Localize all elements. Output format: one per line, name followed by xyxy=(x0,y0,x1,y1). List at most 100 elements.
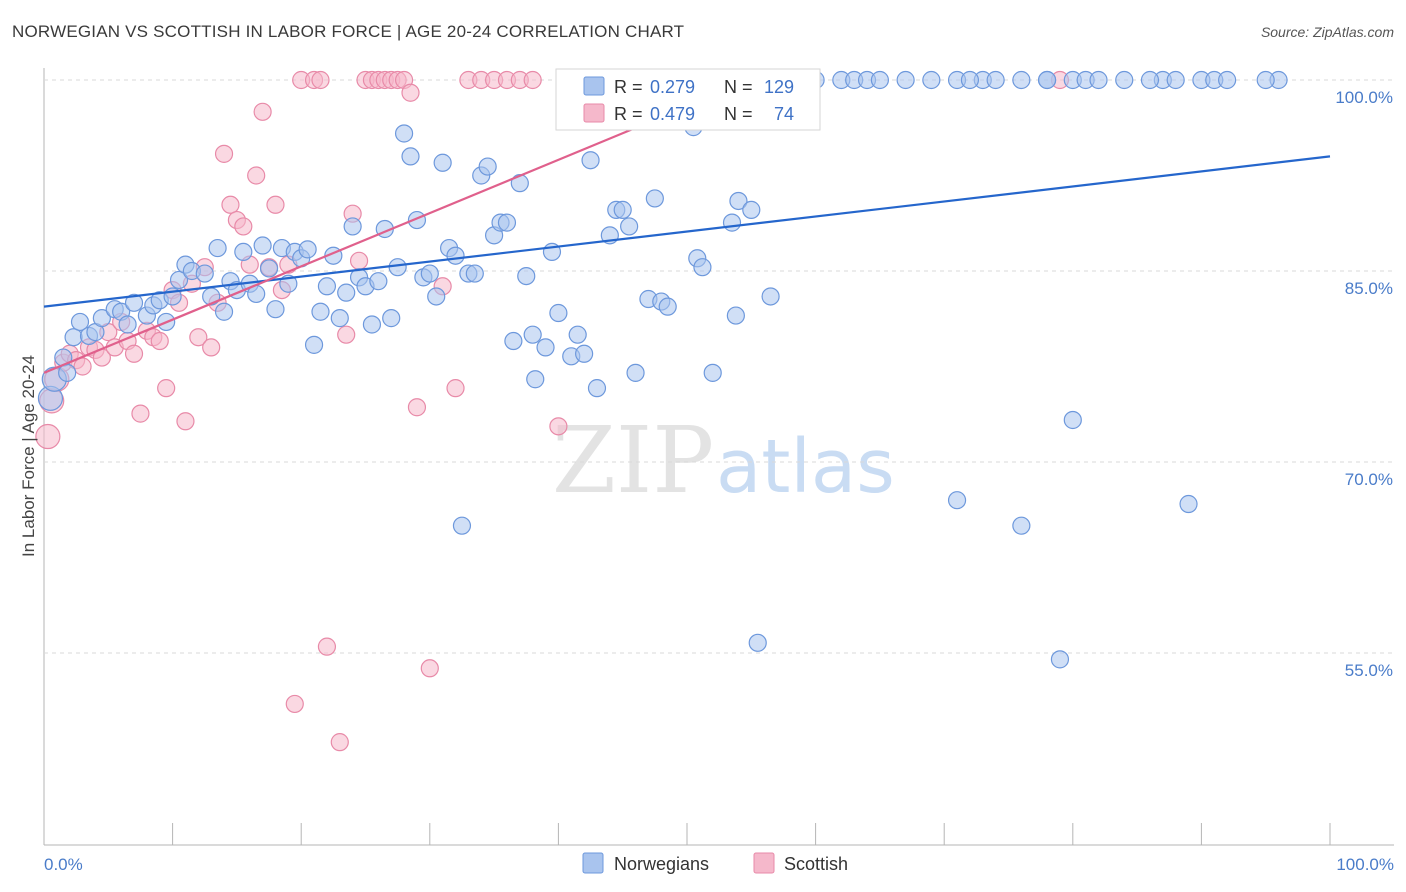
norwegians-point[interactable] xyxy=(401,147,420,166)
scottish-point[interactable] xyxy=(330,733,349,752)
norwegians-point[interactable] xyxy=(645,189,664,208)
norwegians-point[interactable] xyxy=(620,217,639,236)
scottish-point[interactable] xyxy=(124,344,144,363)
norwegians-point[interactable] xyxy=(465,264,484,283)
norwegians-point[interactable] xyxy=(497,213,517,232)
norwegians-point[interactable] xyxy=(549,303,568,323)
norwegians-point[interactable] xyxy=(234,242,253,261)
norwegians-point[interactable] xyxy=(587,379,607,398)
scottish-point[interactable] xyxy=(73,357,92,376)
norwegians-point[interactable] xyxy=(703,363,722,382)
norwegians-point[interactable] xyxy=(523,325,542,344)
norwegians-point[interactable] xyxy=(896,70,915,90)
norwegians-point[interactable] xyxy=(947,491,967,510)
norwegians-point[interactable] xyxy=(362,315,382,334)
norwegians-point[interactable] xyxy=(369,272,388,291)
norwegians-point[interactable] xyxy=(311,302,330,321)
norwegians-point[interactable] xyxy=(1218,70,1237,90)
norwegians-point[interactable] xyxy=(64,328,83,347)
norwegians-point[interactable] xyxy=(761,287,780,306)
norwegians-point[interactable] xyxy=(1050,650,1070,669)
norwegians-point[interactable] xyxy=(343,217,362,236)
norwegians-point[interactable] xyxy=(960,70,980,90)
norwegians-point[interactable] xyxy=(70,312,90,332)
scottish-point[interactable] xyxy=(221,195,240,214)
scottish-point[interactable] xyxy=(214,144,234,163)
scottish-point[interactable] xyxy=(247,166,266,185)
scottish-point[interactable] xyxy=(549,417,568,436)
norwegians-point[interactable] xyxy=(195,264,214,283)
bottom-legend-label-scottish[interactable]: Scottish xyxy=(784,854,848,874)
norwegians-point[interactable] xyxy=(253,236,272,255)
norwegians-point[interactable] xyxy=(433,153,452,172)
norwegians-point[interactable] xyxy=(478,157,497,176)
norwegians-point[interactable] xyxy=(626,363,645,382)
scottish-point[interactable] xyxy=(311,70,330,90)
norwegians-point[interactable] xyxy=(330,309,349,328)
norwegians-point[interactable] xyxy=(581,151,600,170)
norwegians-point[interactable] xyxy=(1089,70,1108,90)
norwegians-point[interactable] xyxy=(304,335,324,354)
scottish-point[interactable] xyxy=(157,379,176,398)
norwegians-point[interactable] xyxy=(382,309,401,328)
norwegians-point[interactable] xyxy=(510,174,529,193)
norwegians-point[interactable] xyxy=(427,287,446,306)
norwegians-point[interactable] xyxy=(124,293,144,312)
norwegians-point[interactable] xyxy=(259,259,279,278)
norwegians-point[interactable] xyxy=(726,306,745,325)
scottish-point[interactable] xyxy=(131,404,150,423)
scottish-point[interactable] xyxy=(202,338,221,357)
scottish-point[interactable] xyxy=(337,325,356,344)
scottish-point[interactable] xyxy=(150,331,169,351)
norwegians-point[interactable] xyxy=(214,302,234,321)
norwegians-point[interactable] xyxy=(658,297,677,316)
norwegians-point[interactable] xyxy=(169,270,189,290)
scottish-point[interactable] xyxy=(349,251,369,270)
norwegians-point[interactable] xyxy=(208,238,227,258)
norwegians-point[interactable] xyxy=(922,70,941,90)
scottish-point[interactable] xyxy=(401,83,420,102)
norwegians-point[interactable] xyxy=(1012,70,1031,90)
scottish-point[interactable] xyxy=(189,328,208,347)
norwegians-point[interactable] xyxy=(420,264,439,283)
scottish-point[interactable] xyxy=(253,102,272,121)
norwegians-point[interactable] xyxy=(446,246,465,265)
norwegians-point[interactable] xyxy=(298,240,317,259)
norwegians-point[interactable] xyxy=(202,287,221,306)
norwegians-point[interactable] xyxy=(1037,70,1057,90)
norwegians-point[interactable] xyxy=(526,370,545,389)
norwegians-point[interactable] xyxy=(729,191,748,211)
norwegians-point[interactable] xyxy=(536,338,555,357)
norwegians-point[interactable] xyxy=(1140,70,1160,90)
norwegians-point[interactable] xyxy=(613,200,632,219)
scottish-point[interactable] xyxy=(407,398,427,417)
norwegians-point[interactable] xyxy=(568,325,587,344)
scottish-point[interactable] xyxy=(35,423,61,450)
norwegians-point[interactable] xyxy=(1179,494,1198,514)
scottish-point[interactable] xyxy=(266,195,285,214)
bottom-legend-swatch-scottish[interactable] xyxy=(753,852,775,874)
norwegians-point[interactable] xyxy=(986,70,1005,90)
norwegians-point[interactable] xyxy=(337,283,356,302)
norwegians-point[interactable] xyxy=(317,277,337,296)
scottish-point[interactable] xyxy=(523,70,542,90)
norwegians-point[interactable] xyxy=(92,309,111,328)
norwegians-point[interactable] xyxy=(870,70,890,90)
norwegians-point[interactable] xyxy=(394,124,414,143)
scottish-point[interactable] xyxy=(317,637,337,656)
norwegians-point[interactable] xyxy=(266,300,285,319)
norwegians-point[interactable] xyxy=(517,266,536,286)
norwegians-point[interactable] xyxy=(118,315,137,334)
norwegians-point[interactable] xyxy=(575,344,594,363)
norwegians-point[interactable] xyxy=(504,331,523,351)
norwegians-point[interactable] xyxy=(748,633,767,652)
scottish-point[interactable] xyxy=(176,412,195,431)
bottom-legend-swatch-norwegians[interactable] xyxy=(582,852,604,874)
scottish-point[interactable] xyxy=(420,659,439,678)
norwegians-point[interactable] xyxy=(1063,410,1082,430)
norwegians-point[interactable] xyxy=(1115,70,1134,90)
norwegians-point[interactable] xyxy=(452,516,472,535)
norwegians-point[interactable] xyxy=(1012,516,1031,535)
norwegians-point[interactable] xyxy=(388,258,407,277)
scottish-point[interactable] xyxy=(234,217,253,236)
